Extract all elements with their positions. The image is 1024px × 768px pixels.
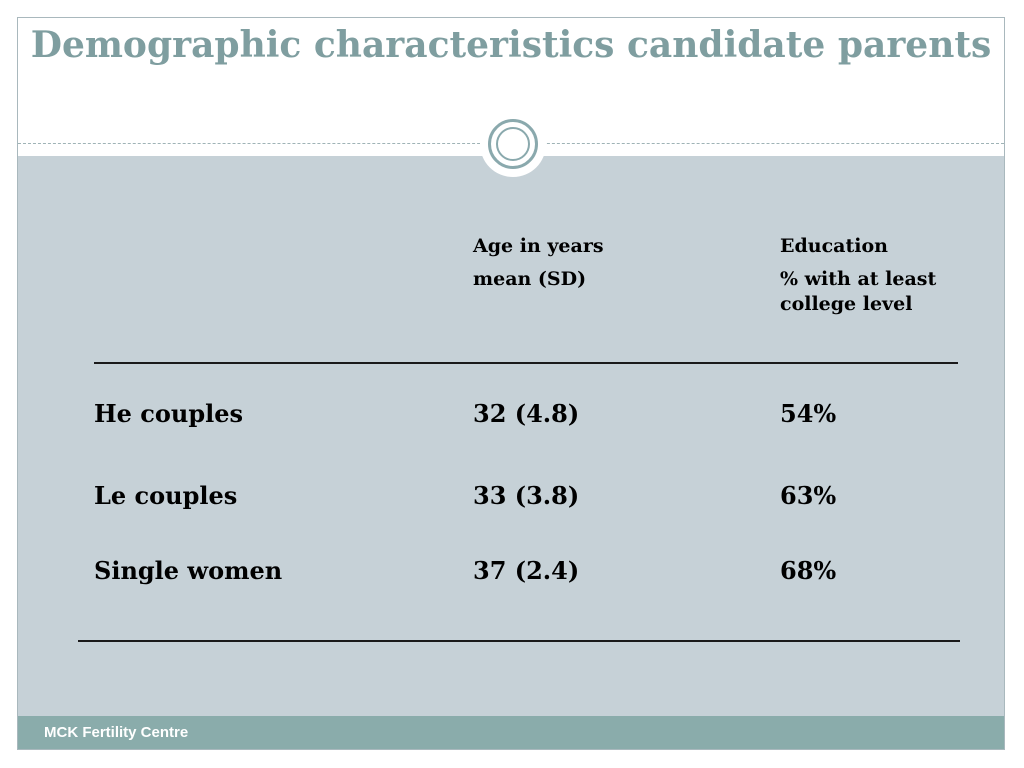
- row-education: 68%: [780, 556, 837, 585]
- row-education: 54%: [780, 399, 837, 428]
- row-group: He couples: [94, 399, 244, 428]
- footer-text: MCK Fertility Centre: [44, 724, 189, 741]
- row-age: 37 (2.4): [473, 556, 580, 585]
- row-age: 32 (4.8): [473, 399, 580, 428]
- slide-title: Demographic characteristics candidate pa…: [30, 24, 992, 66]
- header-education-line1: Education: [780, 235, 888, 257]
- row-education: 63%: [780, 481, 837, 510]
- row-age: 33 (3.8): [473, 481, 580, 510]
- footer-bar: MCK Fertility Centre: [18, 716, 1004, 749]
- header-rule: [94, 362, 958, 364]
- row-group: Le couples: [94, 481, 238, 510]
- row-group: Single women: [94, 556, 283, 585]
- bottom-rule: [78, 640, 960, 642]
- header-age-line2: mean (SD): [473, 268, 587, 290]
- header-age-line1: Age in years: [473, 235, 604, 257]
- circle-ornament-icon: [488, 119, 538, 169]
- header-education-line2: % with at least college level: [780, 268, 937, 315]
- content-panel: Age in years mean (SD) Education % with …: [18, 156, 1004, 716]
- slide: Demographic characteristics candidate pa…: [17, 17, 1005, 750]
